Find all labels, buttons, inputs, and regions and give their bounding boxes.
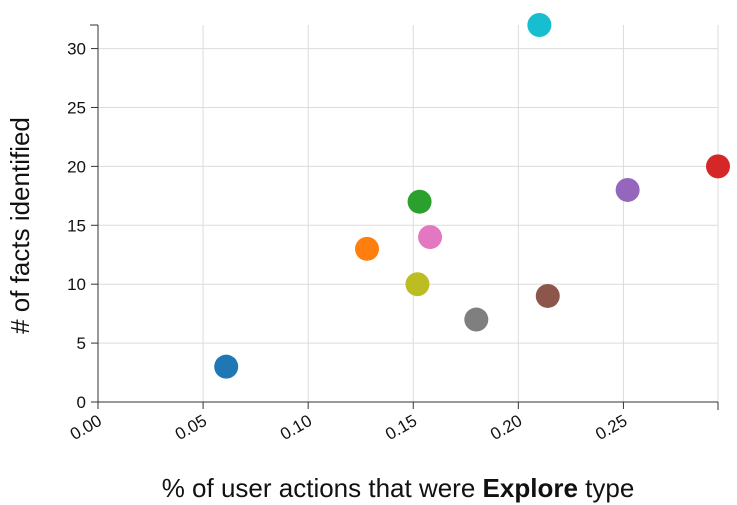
y-tick-label: 25 [67,98,86,117]
y-tick-label: 30 [67,40,86,59]
x-tick-label: 0.15 [382,411,420,444]
x-axis-title: % of user actions that were Explore type [162,473,635,503]
y-tick-label: 20 [67,157,86,176]
data-point [418,225,443,250]
y-axis-title: # of facts identified [5,117,35,334]
data-point [214,354,239,379]
data-point [464,307,489,332]
x-tick-label: 0.25 [592,411,630,444]
data-point [535,283,560,308]
y-tick-label: 5 [77,334,86,353]
grid-lines [98,25,719,402]
x-tick-label: 0.00 [67,411,105,444]
data-point [527,13,552,37]
y-tick-label: 0 [77,393,86,412]
data-point [407,189,432,214]
data-point [615,177,640,202]
x-tick-label: 0.05 [172,411,210,444]
data-points [214,13,730,379]
x-tick-label: 0.10 [277,411,315,444]
data-point [706,154,730,179]
y-tick-label: 15 [67,216,86,235]
data-point [405,272,430,297]
data-point [355,236,380,261]
axes: 0.00 0.05 0.10 0.15 0.20 0.25 0 5 10 15 20 25 30 [67,24,719,444]
y-tick-label: 10 [67,275,86,294]
x-tick-label: 0.20 [487,411,525,444]
